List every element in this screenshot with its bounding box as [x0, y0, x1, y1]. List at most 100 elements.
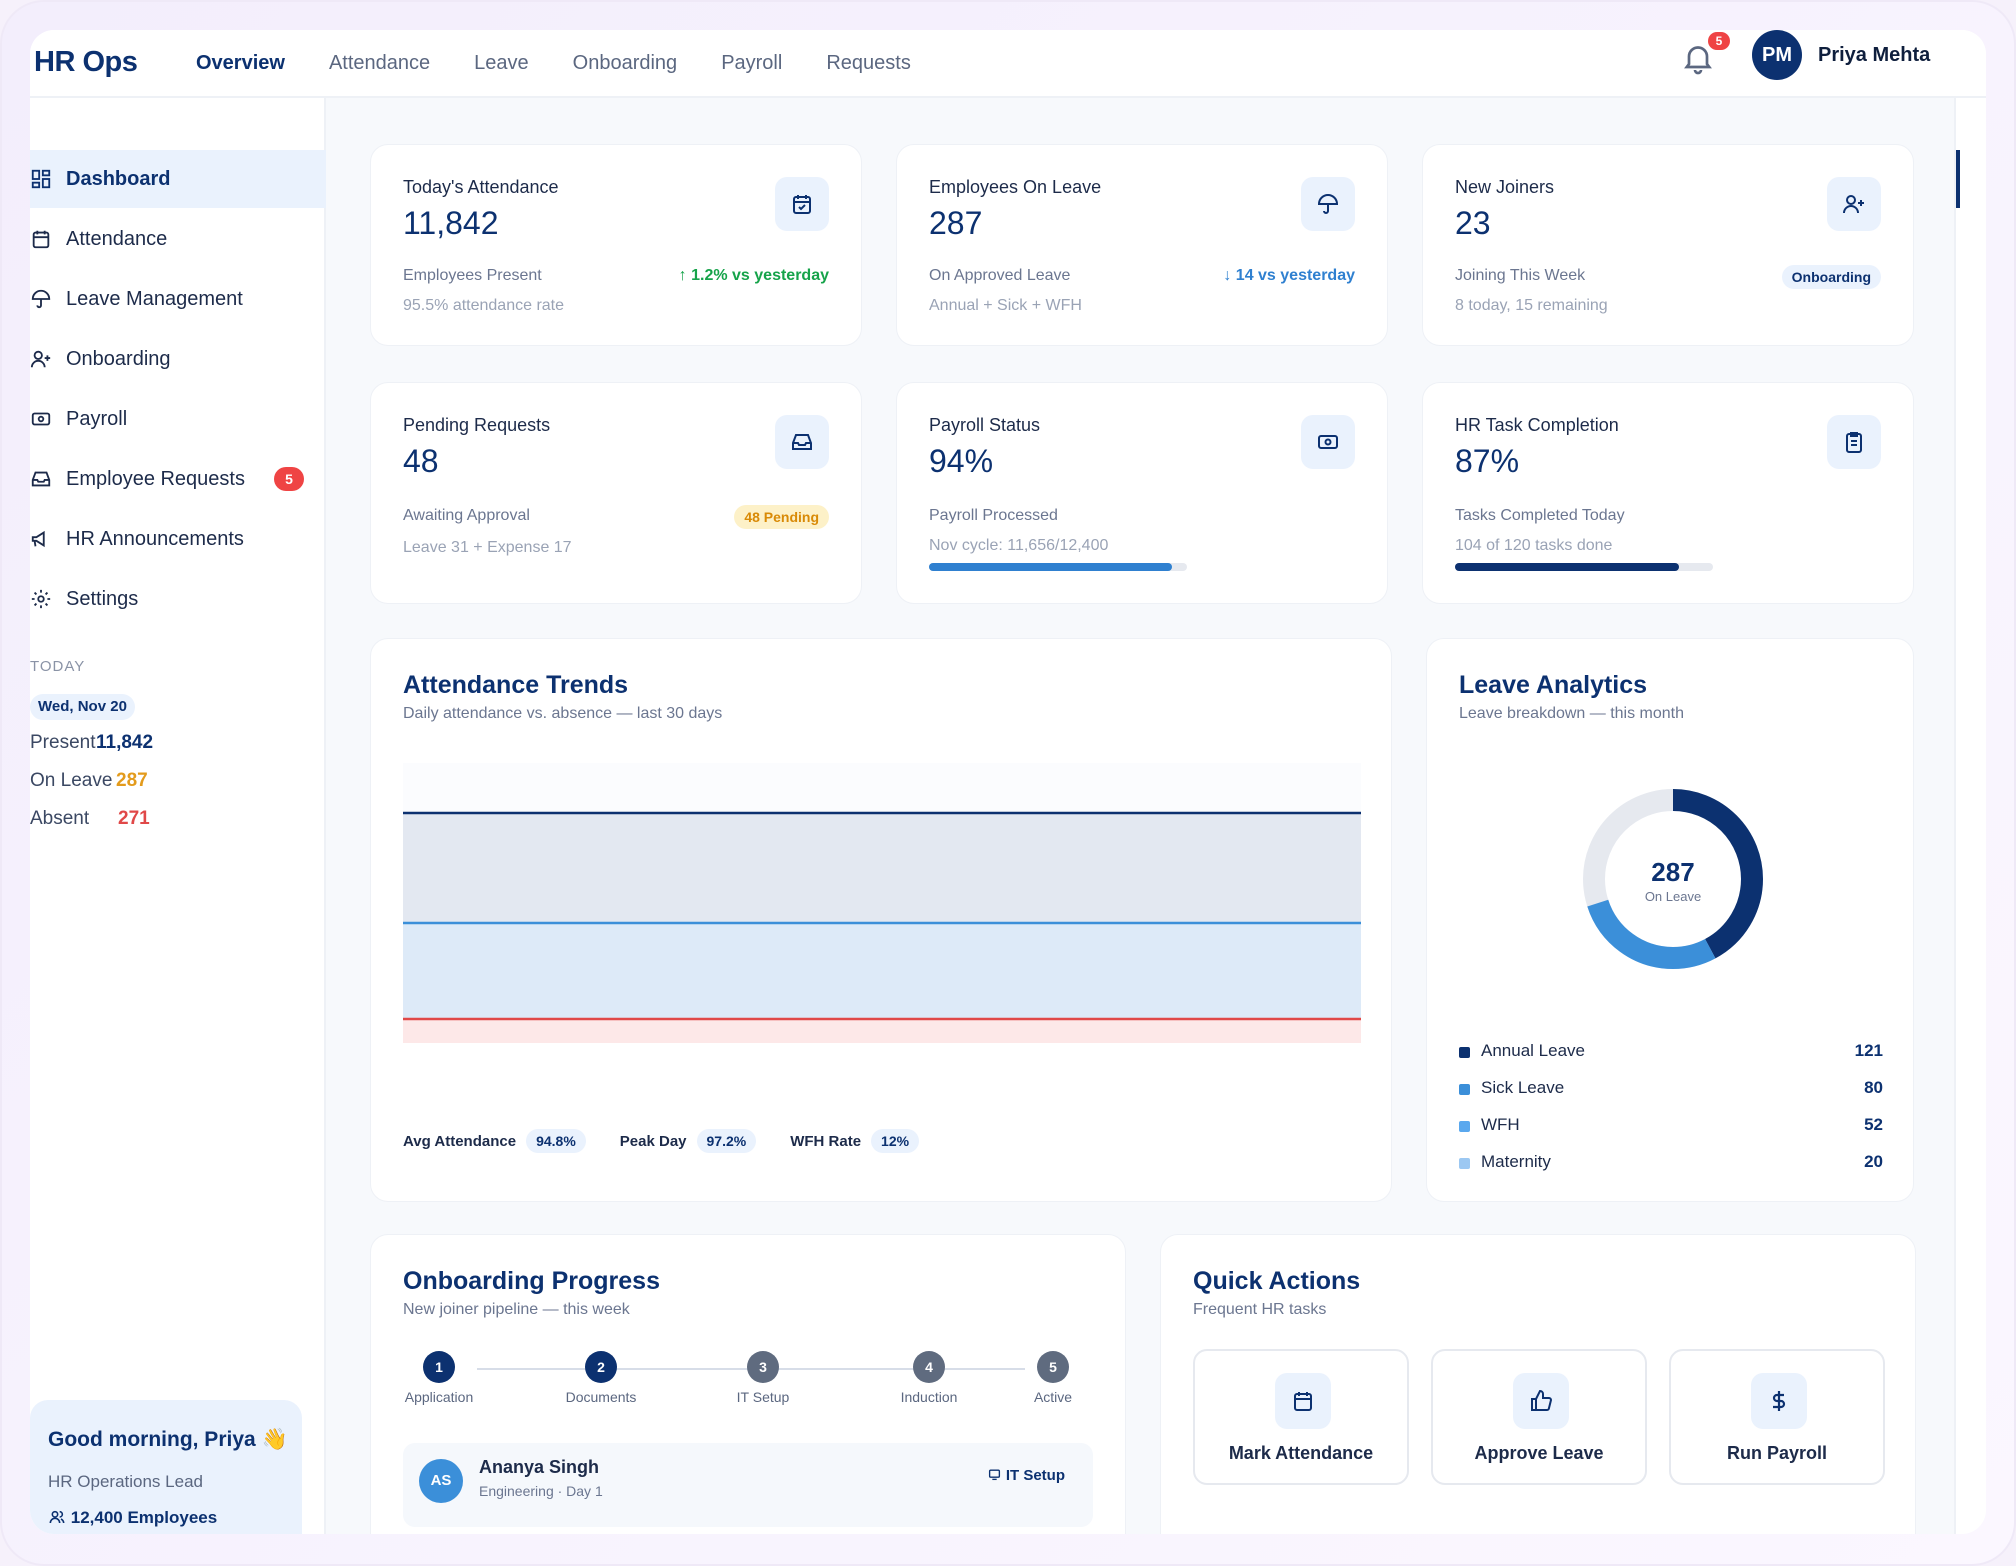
- present-area: [403, 813, 1361, 923]
- kpi-trend: ↓ 14 vs yesterday: [1223, 267, 1355, 284]
- joiner-meta: Engineering · Day 1: [479, 1483, 603, 1499]
- kpi-card-attendance[interactable]: Today's Attendance 11,842 Employees Pres…: [370, 144, 862, 346]
- dashboard-icon: [31, 169, 51, 189]
- notification-count-badge: 5: [1708, 32, 1730, 50]
- sidebar-item-settings[interactable]: Settings: [30, 570, 326, 628]
- cash-icon: [31, 412, 51, 426]
- quick-actions-subtitle: Frequent HR tasks: [1193, 1301, 1327, 1318]
- nav-onboarding[interactable]: Onboarding: [572, 52, 678, 74]
- sidebar-item-hr-announcements[interactable]: HR Announcements: [30, 510, 326, 568]
- absent-label: Absent: [30, 808, 90, 829]
- kpi-subtitle: Joining This Week: [1455, 267, 1586, 284]
- step-documents[interactable]: 2 Documents: [551, 1351, 651, 1405]
- sidebar-item-dashboard[interactable]: Dashboard: [30, 150, 326, 208]
- kpi-title: Payroll Status: [929, 415, 1041, 435]
- today-absent: Absent 271: [30, 808, 190, 830]
- kpi-value: 11,842: [403, 205, 499, 241]
- donut-center-value: 287: [1651, 857, 1695, 887]
- rail-active-indicator: [1956, 150, 1960, 208]
- quick-actions-title: Quick Actions: [1193, 1267, 1361, 1295]
- employee-count: 12,400 Employees: [48, 1508, 217, 1528]
- absent-value: 271: [118, 808, 150, 829]
- legend-swatch: [1459, 1158, 1470, 1169]
- kpi-value: 23: [1455, 205, 1491, 241]
- donut-slice-sick-leave[interactable]: [1583, 789, 1763, 969]
- sidebar-item-label: Employee Requests: [66, 467, 245, 490]
- legend-swatch: [1459, 1047, 1470, 1058]
- app-logo[interactable]: HR Ops: [34, 46, 138, 78]
- legend-annual-leave: Annual Leave 121: [1459, 1039, 1883, 1069]
- user-plus-icon: [1843, 195, 1864, 214]
- leave-analytics-card: Leave Analytics Leave breakdown — this m…: [1426, 638, 1914, 1202]
- kpi-subtitle: On Approved Leave: [929, 267, 1071, 284]
- users-icon: [49, 1510, 65, 1524]
- kpi-card-payroll-status[interactable]: Payroll Status 94% Payroll Processed Nov…: [896, 382, 1388, 604]
- chart-top-band: [403, 763, 1361, 813]
- run-payroll-button[interactable]: Run Payroll: [1669, 1349, 1885, 1485]
- action-icon-box: [1513, 1373, 1569, 1429]
- attendance-trend-chart: [403, 763, 1361, 1043]
- kpi-icon-box: [775, 177, 829, 231]
- kpi-icon-box: [1827, 177, 1881, 231]
- onboarding-pill: Onboarding: [1781, 265, 1881, 289]
- donut-center-label: On Leave: [1644, 889, 1702, 904]
- joiner-row[interactable]: AS Ananya Singh Engineering · Day 1 IT S…: [403, 1443, 1093, 1527]
- top-nav-bar: HR Ops Overview Attendance Leave Onboard…: [30, 30, 1986, 98]
- nav-attendance[interactable]: Attendance: [328, 52, 431, 74]
- kpi-value: 87%: [1455, 443, 1520, 479]
- present-value: 11,842: [96, 732, 154, 753]
- task-progress-fill: [1455, 563, 1680, 571]
- approve-leave-button[interactable]: Approve Leave: [1431, 1349, 1647, 1485]
- kpi-note: 95.5% attendance rate: [403, 297, 565, 314]
- nav-requests[interactable]: Requests: [826, 52, 911, 74]
- step-it-setup[interactable]: 3 IT Setup: [713, 1351, 813, 1405]
- kpi-note: Nov cycle: 11,656/12,400: [929, 537, 1109, 554]
- kpi-value: 94%: [929, 443, 994, 479]
- leave-analytics-title: Leave Analytics: [1459, 671, 1648, 699]
- kpi-card-on-leave[interactable]: Employees On Leave 287 On Approved Leave…: [896, 144, 1388, 346]
- step-induction[interactable]: 4 Induction: [879, 1351, 979, 1405]
- kpi-value: 287: [929, 205, 983, 241]
- attendance-trends-subtitle: Daily attendance vs. absence — last 30 d…: [403, 705, 723, 722]
- sidebar-item-onboarding[interactable]: Onboarding: [30, 330, 326, 388]
- donut-slice-annual-leave[interactable]: [1583, 789, 1763, 969]
- kpi-icon-box: [1301, 177, 1355, 231]
- thumbs-up-icon: [1531, 1389, 1553, 1411]
- user-name[interactable]: Priya Mehta: [1818, 44, 1931, 66]
- legend-maternity: Maternity 20: [1459, 1150, 1883, 1180]
- mark-attendance-button[interactable]: Mark Attendance: [1193, 1349, 1409, 1485]
- wfh-area: [403, 923, 1361, 1019]
- kpi-title: Today's Attendance: [403, 177, 559, 197]
- action-label: Mark Attendance: [1228, 1443, 1374, 1463]
- kpi-subtitle: Tasks Completed Today: [1455, 507, 1625, 524]
- nav-overview[interactable]: Overview: [196, 52, 285, 74]
- payroll-progress-bar: [929, 563, 1187, 571]
- kpi-card-new-joiners[interactable]: New Joiners 23 Joining This Week 8 today…: [1422, 144, 1914, 346]
- step-application[interactable]: 1 Application: [389, 1351, 489, 1405]
- greeting-card: Good morning, Priya 👋 HR Operations Lead…: [30, 1400, 302, 1534]
- bell-icon[interactable]: [1680, 40, 1716, 76]
- kpi-subtitle: Awaiting Approval: [403, 507, 530, 524]
- calendar-check-icon: [793, 195, 811, 214]
- kpi-title: Pending Requests: [403, 415, 551, 435]
- main-content: Today's Attendance 11,842 Employees Pres…: [326, 98, 1986, 1534]
- cash-icon: [1318, 435, 1338, 449]
- sidebar: Dashboard Attendance Leave Management On…: [30, 98, 326, 1534]
- sidebar-item-payroll[interactable]: Payroll: [30, 390, 326, 448]
- kpi-trend: ↑ 1.2% vs yesterday: [678, 267, 829, 284]
- sidebar-item-leave-management[interactable]: Leave Management: [30, 270, 326, 328]
- legend-swatch: [1459, 1084, 1470, 1095]
- task-progress-bar: [1455, 563, 1713, 571]
- nav-leave[interactable]: Leave: [474, 52, 529, 74]
- sidebar-item-employee-requests[interactable]: Employee Requests 5: [30, 450, 326, 508]
- sidebar-item-attendance[interactable]: Attendance: [30, 210, 326, 268]
- nav-payroll[interactable]: Payroll: [721, 52, 783, 74]
- today-on-leave: On Leave 287: [30, 770, 190, 792]
- payroll-progress-fill: [929, 563, 1172, 571]
- kpi-card-pending-requests[interactable]: Pending Requests 48 Awaiting Approval Le…: [370, 382, 862, 604]
- step-active[interactable]: 5 Active: [1003, 1351, 1103, 1405]
- greeting-role: HR Operations Lead: [48, 1472, 203, 1491]
- kpi-card-hr-task-completion[interactable]: HR Task Completion 87% Tasks Completed T…: [1422, 382, 1914, 604]
- kpi-note: Leave 31 + Expense 17: [403, 539, 572, 556]
- user-avatar[interactable]: PM: [1752, 30, 1802, 80]
